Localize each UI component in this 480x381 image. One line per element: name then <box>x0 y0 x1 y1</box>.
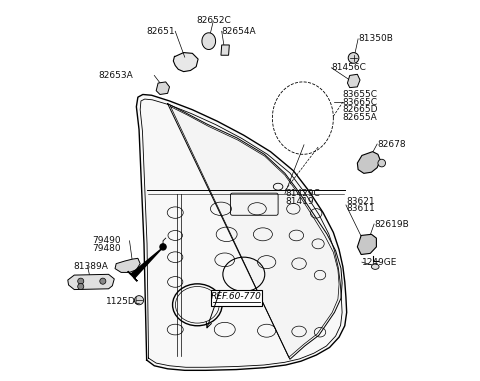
Text: 83665C: 83665C <box>343 98 378 107</box>
Ellipse shape <box>372 264 379 269</box>
Text: 81429C: 81429C <box>285 189 320 198</box>
Polygon shape <box>357 152 380 173</box>
Text: 83655C: 83655C <box>343 90 378 99</box>
Polygon shape <box>357 234 376 255</box>
Text: 1249GE: 1249GE <box>362 258 397 267</box>
Text: 82678: 82678 <box>377 139 406 149</box>
Polygon shape <box>68 274 114 290</box>
Text: 81389A: 81389A <box>73 262 108 271</box>
Circle shape <box>160 244 166 250</box>
Circle shape <box>134 296 144 305</box>
Text: 81350B: 81350B <box>358 34 393 43</box>
Circle shape <box>378 159 385 167</box>
Polygon shape <box>156 82 169 94</box>
Text: 82654A: 82654A <box>222 27 256 36</box>
Polygon shape <box>136 94 347 370</box>
Text: 82651: 82651 <box>146 27 175 36</box>
Text: 82652C: 82652C <box>196 16 231 26</box>
Polygon shape <box>115 258 140 272</box>
Circle shape <box>78 278 84 284</box>
Text: 81419: 81419 <box>285 197 313 206</box>
Text: 1125DL: 1125DL <box>107 297 141 306</box>
Polygon shape <box>221 45 229 55</box>
Text: 83611: 83611 <box>346 204 375 213</box>
Polygon shape <box>128 248 162 281</box>
Text: 82619B: 82619B <box>374 219 409 229</box>
Polygon shape <box>168 104 342 359</box>
Text: 79490: 79490 <box>93 236 121 245</box>
Text: 82665D: 82665D <box>343 105 378 114</box>
Polygon shape <box>173 53 198 72</box>
Circle shape <box>78 283 84 290</box>
Polygon shape <box>202 33 216 50</box>
Text: REF.60-770: REF.60-770 <box>211 292 262 301</box>
Text: 79480: 79480 <box>93 244 121 253</box>
Text: 83621: 83621 <box>346 197 374 206</box>
FancyBboxPatch shape <box>211 290 262 306</box>
Circle shape <box>100 278 106 284</box>
Polygon shape <box>348 74 360 88</box>
Text: 81456C: 81456C <box>331 63 366 72</box>
Circle shape <box>348 53 359 63</box>
Text: 82655A: 82655A <box>343 113 378 122</box>
Text: 82653A: 82653A <box>98 71 133 80</box>
